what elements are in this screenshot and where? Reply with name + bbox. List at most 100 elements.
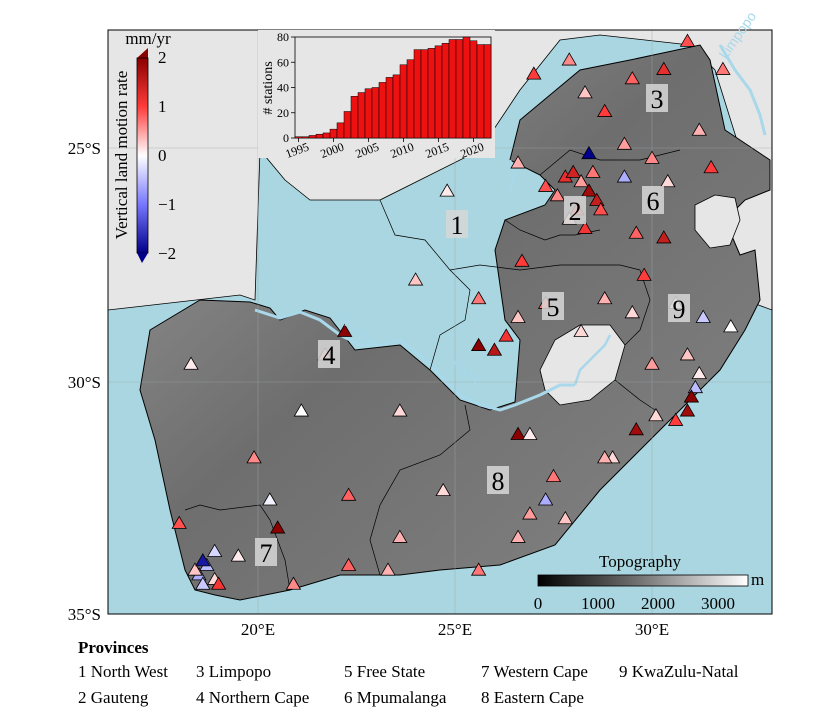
station-marker bbox=[624, 71, 640, 85]
station-marker bbox=[581, 145, 597, 160]
station-marker bbox=[407, 272, 424, 286]
station-marker bbox=[340, 557, 357, 571]
inset-bar bbox=[434, 45, 443, 139]
lon-label-20e: 20°E bbox=[241, 620, 275, 639]
station-marker bbox=[486, 342, 503, 356]
station-marker bbox=[624, 305, 640, 319]
station-marker bbox=[679, 33, 696, 47]
station-marker bbox=[545, 468, 562, 483]
inset-bar bbox=[420, 49, 429, 139]
province-legend: Provinces 1 North West 2 Gauteng 3 Limpo… bbox=[78, 638, 798, 718]
lat-label-35s: 35°S bbox=[68, 605, 101, 624]
station-marker bbox=[262, 492, 278, 506]
station-marker bbox=[695, 309, 711, 323]
station-marker bbox=[585, 164, 601, 178]
limpopo-river bbox=[718, 44, 767, 136]
legend-item-limpopo: 3 Limpopo bbox=[196, 662, 272, 681]
lon-label-25e: 25°E bbox=[438, 620, 472, 639]
station-marker bbox=[687, 379, 704, 394]
station-marker bbox=[470, 337, 487, 351]
region-label-limpopo: 3 bbox=[651, 85, 664, 114]
province-labels: 1 2 3 4 5 6 7 8 9 bbox=[255, 84, 690, 568]
legend-item-gauteng: 2 Gauteng bbox=[78, 688, 149, 707]
station-marker bbox=[628, 225, 644, 239]
eswatini bbox=[694, 194, 741, 249]
region-label-mpumalanga: 6 bbox=[647, 187, 660, 216]
inset-bar bbox=[399, 64, 408, 139]
station-marker bbox=[392, 529, 408, 543]
station-marker bbox=[526, 66, 542, 80]
legend-item-free-state: 5 Free State bbox=[344, 662, 426, 681]
station-marker bbox=[514, 253, 530, 267]
station-marker bbox=[593, 202, 609, 216]
vaal-river bbox=[573, 334, 612, 386]
station-marker bbox=[691, 365, 707, 380]
station-marker bbox=[340, 487, 357, 501]
region-label-northern-cape: 4 bbox=[323, 341, 336, 370]
inset-y-tick-label: 20 bbox=[277, 106, 289, 120]
station-marker bbox=[691, 122, 707, 136]
inset-bar bbox=[378, 82, 387, 139]
inset-y-label: # stations bbox=[261, 61, 276, 114]
station-marker bbox=[171, 515, 187, 529]
region-label-eastern-cape: 8 bbox=[492, 467, 505, 496]
station-marker bbox=[293, 403, 310, 417]
station-marker bbox=[679, 347, 696, 361]
station-marker bbox=[549, 188, 566, 202]
inset-y-ticks: 0 20 40 60 80 bbox=[277, 30, 295, 145]
inset-bar bbox=[329, 128, 338, 139]
station-marker bbox=[723, 319, 739, 333]
topography-title: Topography bbox=[599, 552, 681, 571]
inset-bar bbox=[469, 40, 478, 139]
station-marker bbox=[683, 389, 700, 403]
station-marker bbox=[522, 506, 538, 520]
colorbar-label: Vertical land motion rate bbox=[112, 71, 131, 240]
colorbar-tick-2: 2 bbox=[158, 48, 167, 67]
station-marker bbox=[285, 576, 302, 590]
orange-river bbox=[254, 308, 575, 412]
inset-bar bbox=[336, 122, 345, 139]
inset-y-tick-label: 40 bbox=[277, 81, 289, 95]
topography-tick-3000: 3000 bbox=[701, 594, 735, 613]
legend-item-northern-cape: 4 Northern Cape bbox=[196, 688, 310, 707]
station-marker bbox=[210, 576, 227, 590]
station-marker bbox=[644, 356, 660, 370]
station-marker bbox=[510, 155, 526, 169]
station-marker bbox=[510, 309, 526, 323]
colorbar-tick-0: 0 bbox=[158, 146, 167, 165]
legend-item-north-west: 1 North West bbox=[78, 662, 168, 681]
legend-item-eastern-cape: 8 Eastern Cape bbox=[481, 688, 584, 707]
inset-bar bbox=[322, 132, 331, 139]
station-marker bbox=[510, 426, 526, 440]
station-marker bbox=[573, 173, 589, 188]
region-label-gauteng: 2 bbox=[569, 197, 582, 226]
region-label-free-state: 5 bbox=[547, 293, 560, 322]
station-marker bbox=[616, 136, 633, 150]
inset-y-tick-label: 60 bbox=[277, 55, 289, 69]
topography-unit: m bbox=[751, 570, 764, 589]
colorbar-tick-1: 1 bbox=[158, 97, 167, 116]
lon-label-30e: 30°E bbox=[635, 620, 669, 639]
station-marker bbox=[589, 192, 605, 206]
inset-bar bbox=[483, 44, 492, 139]
station-marker bbox=[597, 103, 613, 117]
station-marker bbox=[616, 169, 633, 183]
station-marker bbox=[183, 356, 199, 370]
station-marker bbox=[230, 548, 246, 562]
topography-tick-1000: 1000 bbox=[581, 594, 615, 613]
station-marker bbox=[715, 61, 731, 75]
lat-label-25s: 25°S bbox=[68, 139, 101, 158]
region-label-north-west: 1 bbox=[451, 211, 464, 240]
colorbar-unit: mm/yr bbox=[125, 29, 171, 48]
station-marker bbox=[703, 159, 719, 174]
station-marker bbox=[439, 183, 455, 197]
province-borders bbox=[184, 149, 681, 591]
inset-bar bbox=[357, 92, 366, 139]
inset-bar bbox=[392, 74, 401, 139]
station-marker bbox=[187, 562, 203, 576]
topography-tick-0: 0 bbox=[534, 594, 543, 613]
inset-bar bbox=[427, 48, 436, 139]
station-marker bbox=[656, 61, 672, 75]
station-marker bbox=[577, 85, 593, 99]
